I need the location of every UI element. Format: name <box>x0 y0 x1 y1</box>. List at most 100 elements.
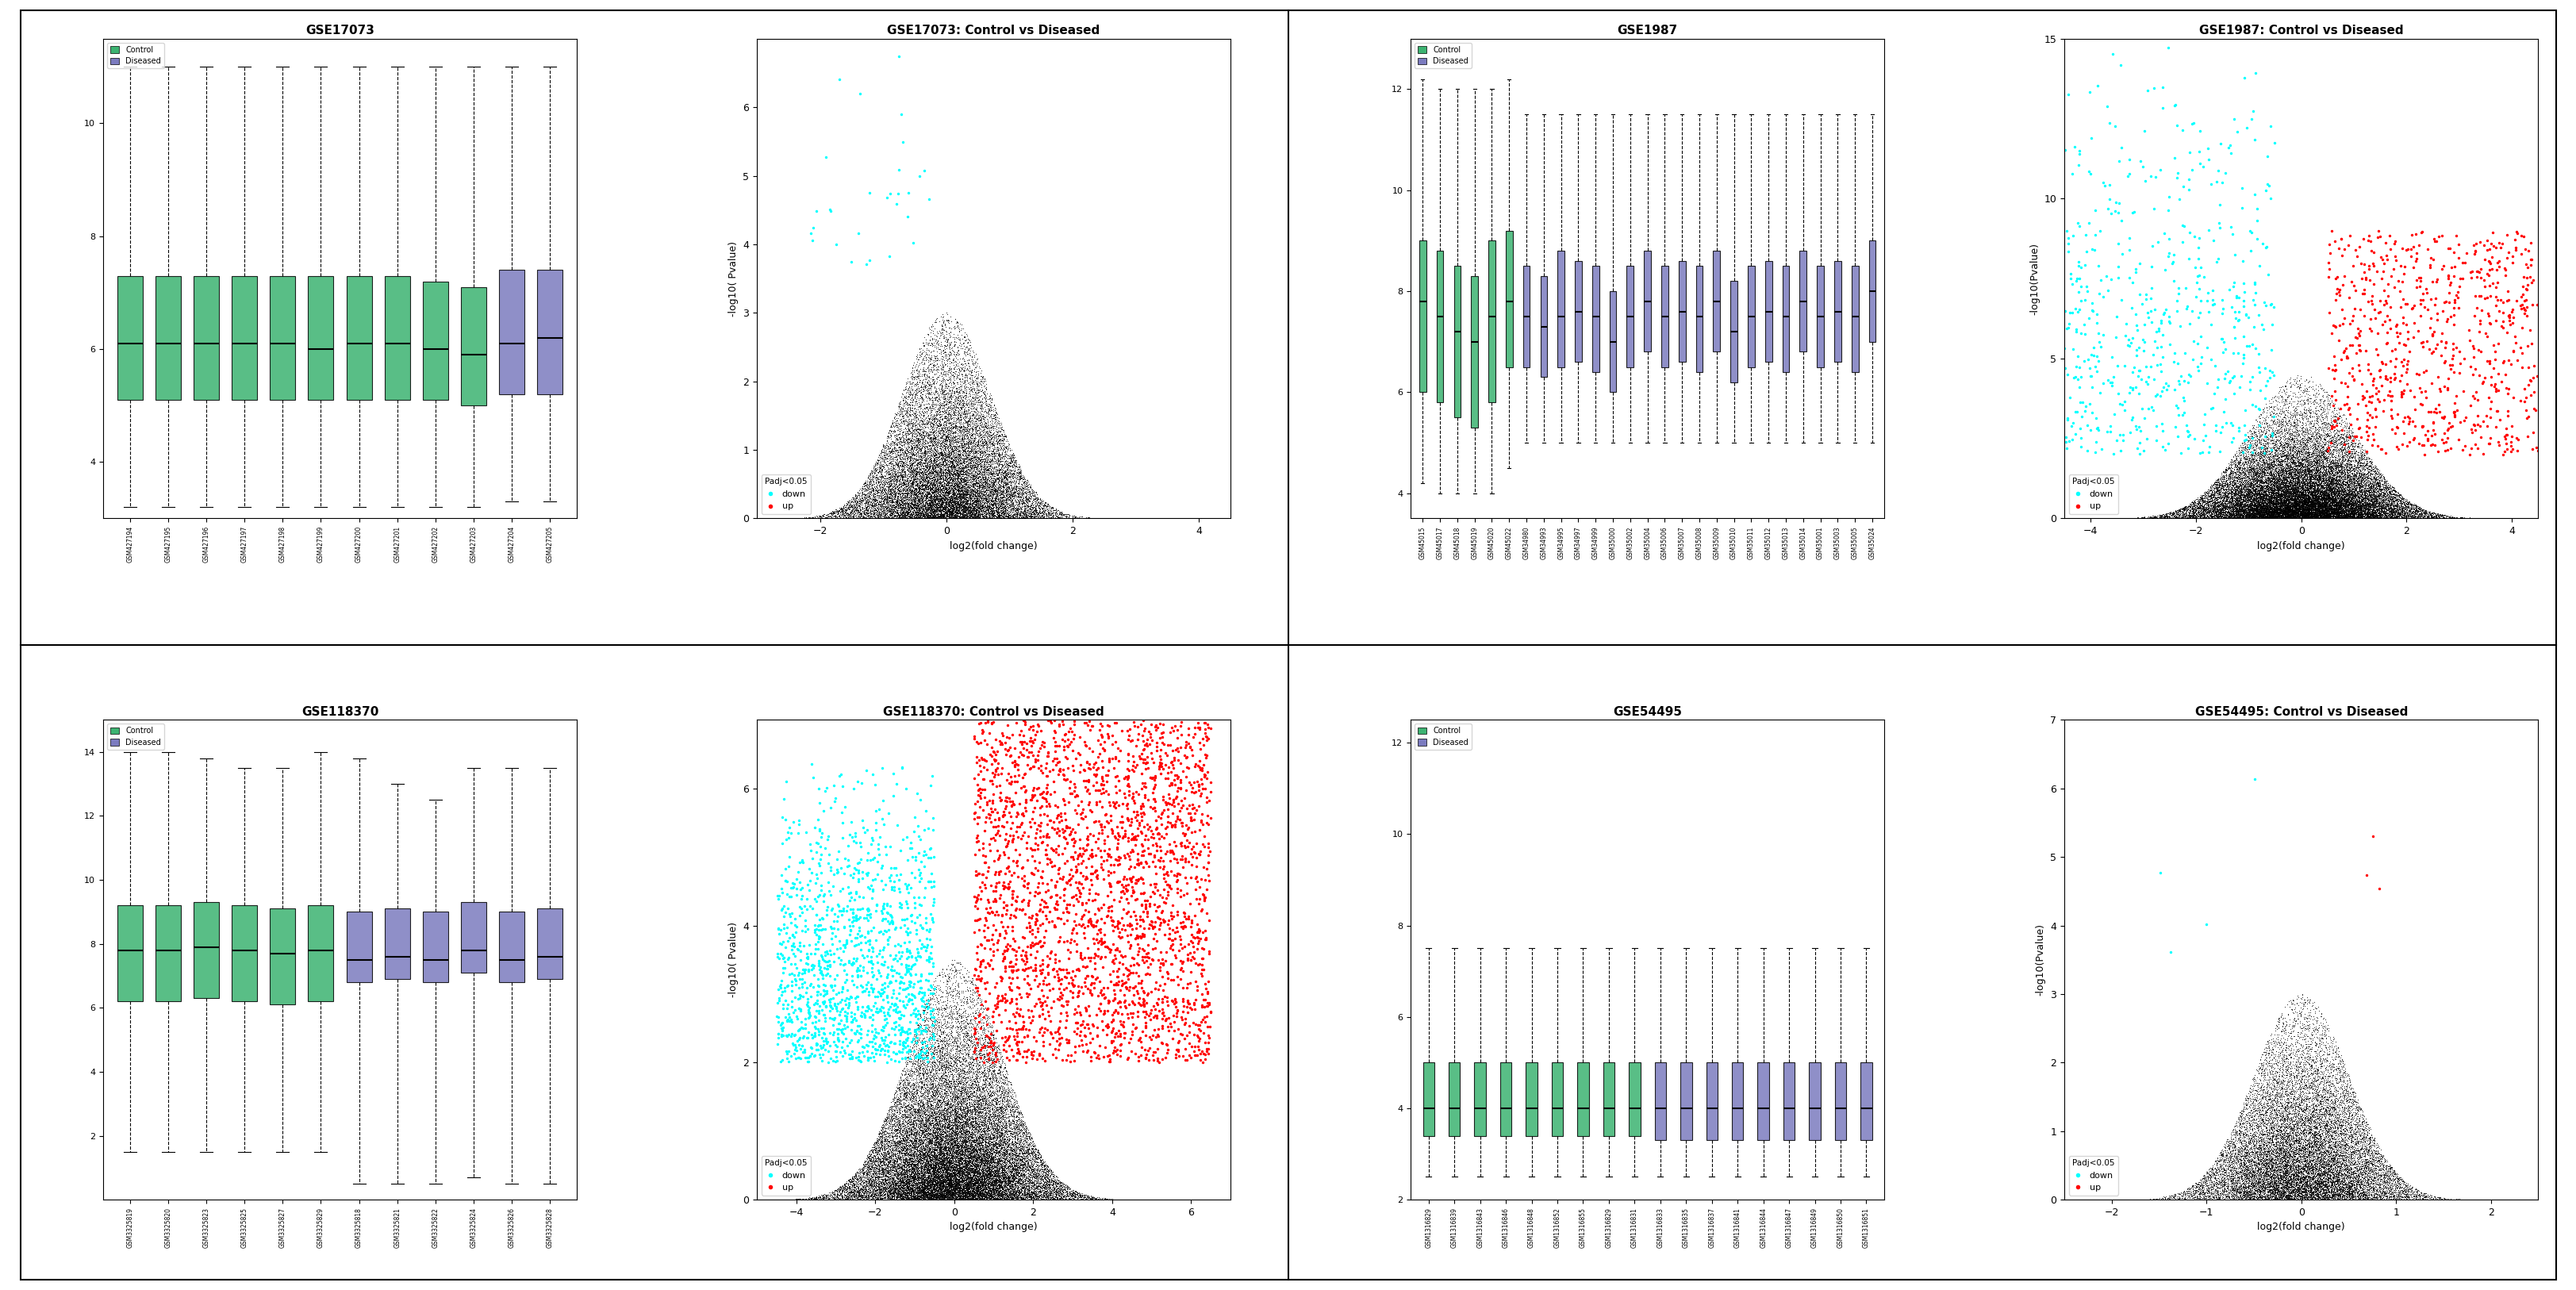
Point <box>925 493 966 513</box>
Point <box>2264 1096 2306 1117</box>
Point <box>2226 1165 2267 1186</box>
Point <box>914 461 956 481</box>
Point <box>2300 1188 2342 1209</box>
Point <box>2267 1176 2308 1197</box>
Point <box>886 991 927 1011</box>
Point <box>943 1086 984 1107</box>
Point <box>2205 495 2246 516</box>
Point <box>2336 506 2378 526</box>
Point <box>848 1161 889 1182</box>
Point <box>2269 479 2311 499</box>
Point <box>1018 1045 1059 1066</box>
Point <box>966 1184 1007 1205</box>
Point <box>963 475 1005 495</box>
Point <box>2372 1161 2414 1182</box>
Point <box>2244 1174 2285 1195</box>
Point <box>2264 507 2306 528</box>
Point <box>896 1082 938 1103</box>
Point <box>2221 493 2262 513</box>
Point <box>2251 1164 2293 1184</box>
Point <box>1048 1178 1090 1198</box>
Point <box>2344 464 2385 485</box>
Point <box>2239 454 2280 475</box>
Point <box>2372 1188 2414 1209</box>
Point <box>992 1189 1033 1210</box>
Point <box>999 1134 1041 1155</box>
Point <box>927 310 969 330</box>
Point <box>943 495 984 516</box>
Point <box>2190 506 2231 526</box>
Point <box>2344 1162 2385 1183</box>
Point <box>2360 1169 2401 1189</box>
Point <box>2290 437 2331 458</box>
Point <box>927 1093 969 1113</box>
Point <box>2277 1187 2318 1207</box>
Point <box>2290 501 2331 521</box>
Point <box>971 423 1012 444</box>
Point <box>2349 507 2391 528</box>
Point <box>907 493 948 513</box>
Point <box>2264 449 2306 470</box>
Point <box>2264 1162 2306 1183</box>
Point <box>2282 1102 2324 1122</box>
Point <box>884 504 925 525</box>
Point <box>912 1161 953 1182</box>
Point <box>902 424 943 445</box>
Point <box>992 1139 1033 1160</box>
Point <box>2406 502 2447 522</box>
Point <box>2254 1183 2295 1204</box>
Point <box>2357 1152 2398 1173</box>
Point <box>1056 983 1097 1004</box>
Point <box>2272 442 2313 463</box>
Point <box>940 1167 981 1188</box>
Point <box>889 1187 930 1207</box>
Point <box>2262 498 2303 519</box>
Point <box>907 471 948 491</box>
Point <box>912 494 953 515</box>
Point <box>2316 502 2357 522</box>
Point <box>2267 1189 2308 1210</box>
Point <box>2228 495 2269 516</box>
Point <box>994 1135 1036 1156</box>
Point <box>2244 1144 2285 1165</box>
Point <box>974 1160 1015 1180</box>
Point <box>979 1125 1020 1146</box>
Point <box>868 1176 909 1197</box>
Point <box>884 915 925 935</box>
Point <box>971 1134 1012 1155</box>
Point <box>989 1131 1030 1152</box>
Point <box>1041 1173 1082 1193</box>
Point <box>1007 1126 1048 1147</box>
Point <box>2246 497 2287 517</box>
Point <box>2290 491 2331 512</box>
Point <box>943 1107 984 1127</box>
Point <box>2246 1042 2287 1063</box>
Point <box>976 1170 1018 1191</box>
Point <box>2151 504 2192 525</box>
Point <box>979 1071 1020 1091</box>
Point <box>994 1155 1036 1175</box>
Point <box>814 502 855 522</box>
Point <box>2334 482 2375 503</box>
Point <box>2331 504 2372 525</box>
Point <box>912 486 953 507</box>
Point <box>935 1094 976 1115</box>
Point <box>943 1102 984 1122</box>
Point <box>2267 1149 2308 1170</box>
Point <box>2311 1184 2352 1205</box>
Point <box>2172 160 2213 181</box>
Point <box>2259 1151 2300 1171</box>
Point <box>1126 902 1167 922</box>
Point <box>2331 426 2372 446</box>
Point <box>2298 498 2339 519</box>
Point <box>943 1174 984 1195</box>
Point <box>953 428 994 449</box>
Point <box>971 1149 1012 1170</box>
Point <box>886 1188 927 1209</box>
Point <box>2324 1151 2365 1171</box>
Point <box>876 446 917 467</box>
Point <box>2280 1183 2321 1204</box>
Point <box>824 1178 866 1198</box>
Point <box>971 494 1012 515</box>
Point <box>981 1158 1023 1179</box>
